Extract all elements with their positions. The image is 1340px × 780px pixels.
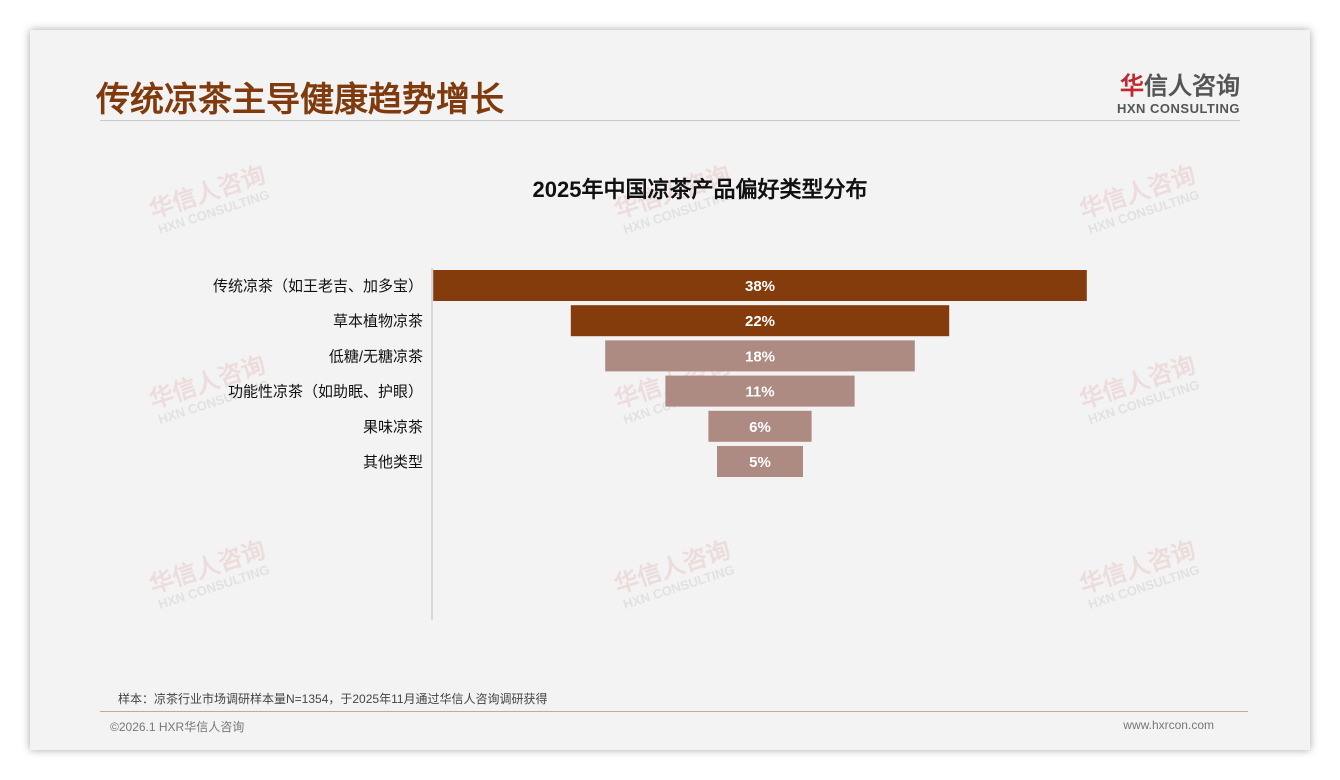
funnel-chart: 38% 传统凉茶（如王老吉、加多宝） 22% 草本植物凉茶 18% 低糖/无糖凉茶 11% 功… [213,268,1087,620]
category-label: 低糖/无糖凉茶 [329,348,423,365]
logo-en: HXN CONSULTING [1116,101,1240,116]
data-label: 5% [749,454,771,471]
bar [708,410,812,442]
data-label: 22% [745,313,775,330]
category-label: 传统凉茶（如王老吉、加多宝） [213,278,423,295]
data-label: 18% [745,348,775,365]
page-title: 传统凉茶主导健康趋势增长 [96,80,504,120]
copyright: ©2026.1 HXR华信人咨询 [110,720,245,734]
divider [100,120,1240,121]
bar [605,340,915,372]
chart-title: 2025年中国凉茶产品偏好类型分布 [532,177,868,202]
footer-divider [100,711,1248,712]
data-label: 38% [745,278,775,295]
logo: 华信人咨询 HXN CONSULTING [1117,66,1240,116]
logo-cn: 信人咨询 [1144,73,1240,100]
data-label: 11% [745,384,774,401]
data-label: 6% [749,419,771,436]
category-label: 果味凉茶 [363,419,423,436]
category-label: 草本植物凉茶 [333,313,423,330]
category-label: 其他类型 [363,454,423,471]
sample-note: 样本：凉茶行业市场调研样本量N=1354，于2025年11月通过华信人咨询调研获… [118,692,548,706]
category-label: 功能性凉茶（如助眠、护眼） [228,384,423,401]
bar [717,446,803,477]
website-link[interactable]: www.hxrcon.com [1123,718,1214,732]
bar [570,305,950,337]
bar [433,270,1087,301]
logo-mark: 华 [1120,73,1144,100]
bar [665,375,855,407]
slide: 传统凉茶主导健康趋势增长 华信人咨询 HXN CONSULTING 华信人咨询 H… [30,30,1310,750]
